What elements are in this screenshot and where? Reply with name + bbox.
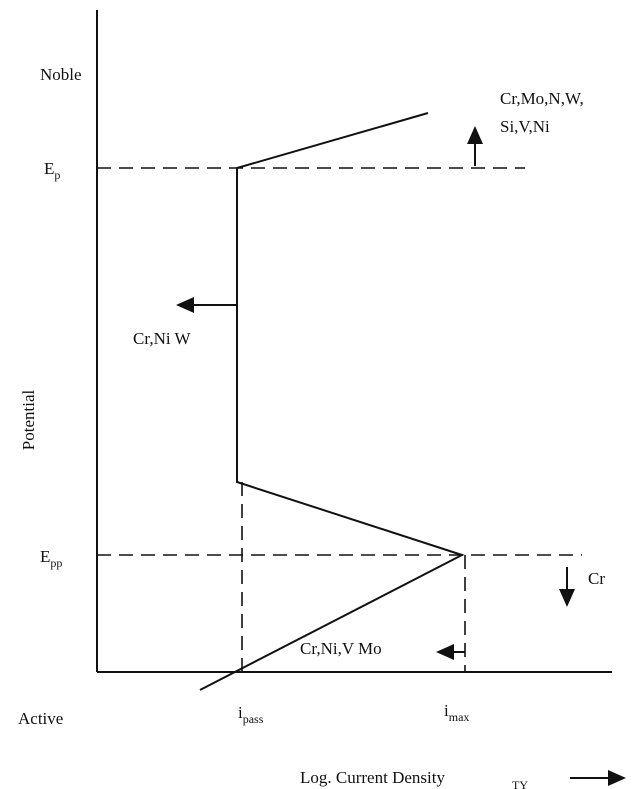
noble-label: Noble [40, 65, 82, 84]
imax-label: imax [444, 701, 469, 724]
effect-label: Cr,Mo,N,W, [500, 89, 584, 108]
active-label: Active [18, 709, 63, 728]
x-label: Log. Current Density [300, 768, 445, 787]
polarization-curve [199, 112, 465, 691]
epp-label: Epp [40, 547, 62, 570]
effect-label: Cr [588, 569, 605, 588]
x-label-mark: TY [512, 778, 528, 789]
effect-label: Cr,Ni W [133, 329, 192, 348]
effect-label: Si,V,Ni [500, 117, 550, 136]
ipass-label: ipass [238, 703, 264, 726]
y-label: Potential [19, 390, 38, 451]
effect-label: Cr,Ni,V Mo [300, 639, 382, 658]
ep-label: Ep [44, 159, 60, 182]
